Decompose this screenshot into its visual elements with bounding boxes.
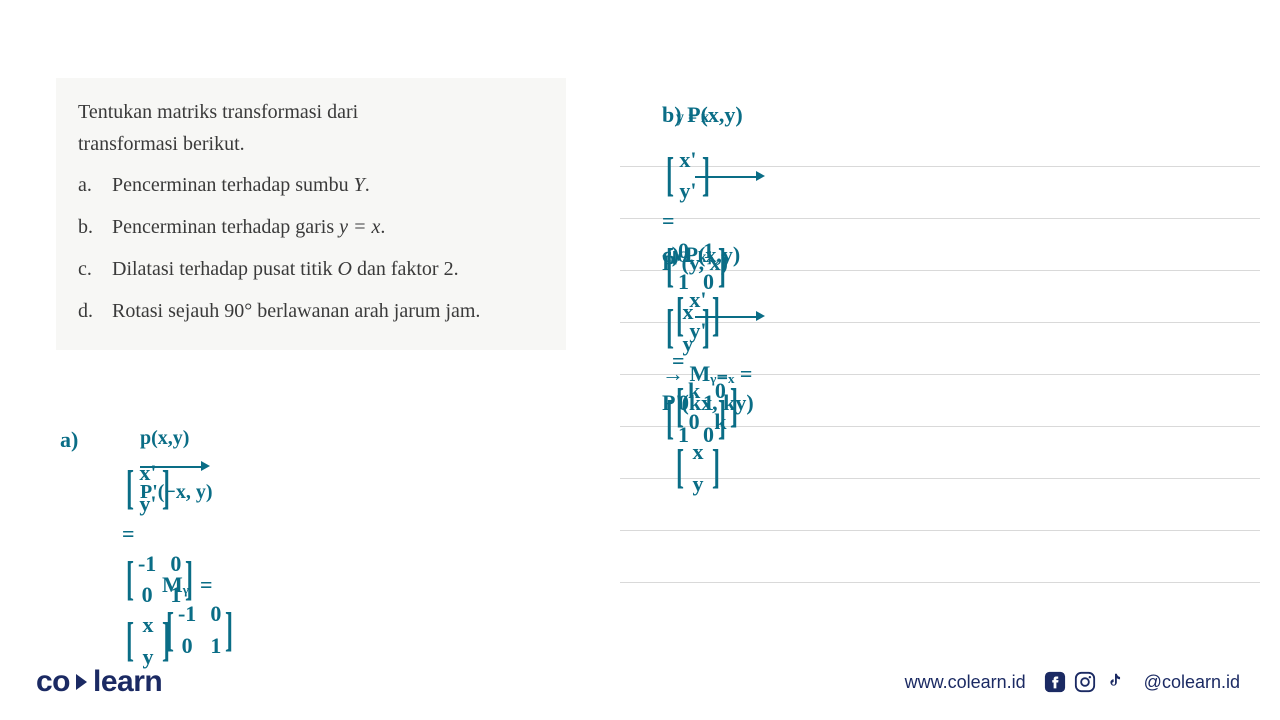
- work-a-label: a): [60, 425, 78, 455]
- problem-item-d: d. Rotasi sejauh 90° berlawanan arah jar…: [78, 292, 544, 330]
- play-triangle-icon: [76, 674, 87, 690]
- problem-item-b: b. Pencerminan terhadap garis y = x.: [78, 208, 544, 246]
- page: Tentukan matriks transformasi dari trans…: [0, 0, 1280, 720]
- title-line2: transformasi berikut.: [78, 133, 245, 155]
- facebook-icon: [1044, 671, 1066, 693]
- social-icons: [1044, 671, 1126, 693]
- title-line1: Tentukan matriks transformasi dari: [78, 101, 358, 123]
- footer: co learn www.colearn.id @colearn.id: [0, 662, 1280, 702]
- footer-right: www.colearn.id @colearn.id: [905, 671, 1240, 693]
- instagram-icon: [1074, 671, 1096, 693]
- item-text: Dilatasi terhadap pusat titik O dan fakt…: [112, 250, 544, 288]
- problem-item-a: a. Pencerminan terhadap sumbu Y.: [78, 166, 544, 204]
- brand-logo: co learn: [36, 665, 162, 699]
- item-label: c.: [78, 250, 98, 288]
- problem-title: Tentukan matriks transformasi dari trans…: [78, 96, 544, 160]
- item-text: Rotasi sejauh 90° berlawanan arah jarum …: [112, 292, 544, 330]
- item-label: a.: [78, 166, 98, 204]
- item-text: Pencerminan terhadap sumbu Y.: [112, 166, 544, 204]
- problem-statement: Tentukan matriks transformasi dari trans…: [56, 78, 566, 350]
- logo-text-left: co: [36, 665, 70, 699]
- tiktok-icon: [1104, 671, 1126, 693]
- footer-handle: @colearn.id: [1144, 672, 1240, 693]
- problem-item-c: c. Dilatasi terhadap pusat titik O dan f…: [78, 250, 544, 288]
- item-label: b.: [78, 208, 98, 246]
- footer-url: www.colearn.id: [905, 672, 1026, 693]
- logo-text-right: learn: [93, 665, 162, 699]
- item-text: Pencerminan terhadap garis y = x.: [112, 208, 544, 246]
- work-c-eq: [x'y'] = [k00k] [xy]: [650, 255, 742, 528]
- item-label: d.: [78, 292, 98, 330]
